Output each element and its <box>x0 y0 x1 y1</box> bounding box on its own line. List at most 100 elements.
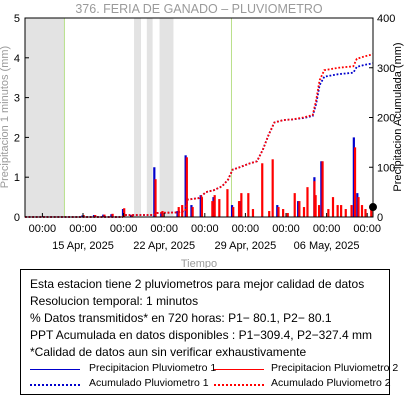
y-right-tick-label-2: 200 <box>377 113 395 125</box>
bar-p2-30 <box>302 207 306 217</box>
bar-p2-29 <box>298 201 301 217</box>
bar-p2-34 <box>317 205 321 217</box>
y-right-tick-label-0: 0 <box>377 212 383 224</box>
info-line-quality: *Calidad de datos aun sin verificar exha… <box>30 345 307 359</box>
bar-p1-8 <box>176 211 179 217</box>
y-left-tick-label-0: 0 <box>14 212 20 224</box>
bar-p1-2 <box>102 214 105 217</box>
x-tick-time-7: 00:00 <box>313 223 341 235</box>
bar-p1-16 <box>297 201 300 217</box>
x-tick-date-1: 15 Apr, 2025 <box>52 240 114 252</box>
bar-p1-12 <box>212 197 215 217</box>
bar-p2-16 <box>226 189 229 217</box>
legend-swatch-precip-p1 <box>30 369 80 370</box>
bar-p2-7 <box>161 211 164 217</box>
bar-p2-10 <box>185 157 188 217</box>
bar-p2-43 <box>357 197 360 217</box>
bar-p2-41 <box>350 205 353 217</box>
data-gap-2 <box>146 18 153 217</box>
bar-p2-23 <box>268 211 271 217</box>
bar-p1-19 <box>352 137 355 217</box>
bar-p2-45 <box>364 209 367 217</box>
bar-p2-15 <box>218 199 221 217</box>
bar-p2-20 <box>247 193 250 217</box>
bar-p1-18 <box>320 161 323 217</box>
bar-p2-17 <box>232 207 235 217</box>
x-tick-date-5: 29 Apr, 2025 <box>215 240 277 252</box>
bar-p2-4 <box>123 208 126 217</box>
cumulative-lines <box>25 53 377 218</box>
data-gap-1 <box>134 18 141 217</box>
bar-p2-33 <box>314 195 317 217</box>
x-tick-time-3: 00:00 <box>150 223 178 235</box>
bar-p1-3 <box>110 214 113 217</box>
bar-p2-28 <box>293 193 296 217</box>
bar-p2-42 <box>353 147 357 217</box>
info-line-resolution: Resolucion temporal: 1 minutos <box>30 294 199 308</box>
bar-p2-11 <box>191 207 194 217</box>
y-left-tick-label-4: 4 <box>14 53 20 65</box>
bar-p1-0 <box>81 215 84 217</box>
x-tick-time-8: 00:00 <box>353 223 381 235</box>
bar-p2-25 <box>277 207 280 217</box>
bar-p1-4 <box>121 209 125 217</box>
bar-p2-19 <box>240 193 243 217</box>
bar-p2-26 <box>282 209 285 217</box>
y-left-tick-label-3: 3 <box>14 93 20 105</box>
x-tick-time-4: 00:00 <box>191 223 219 235</box>
cumulative-line-p2 <box>25 53 374 218</box>
bar-p2-0 <box>82 215 85 217</box>
bar-p2-21 <box>251 209 255 217</box>
bar-p2-37 <box>331 197 335 217</box>
y-left-tick-label-5: 5 <box>14 13 20 25</box>
bar-p1-20 <box>356 193 359 217</box>
bar-p2-40 <box>344 209 347 217</box>
info-line-accumulated: PPT Acumulada en datos disponibles : P1−… <box>30 328 372 342</box>
bar-p2-24 <box>271 159 274 217</box>
x-tick-time-1: 00:00 <box>69 223 97 235</box>
data-gap-0 <box>25 18 65 217</box>
bar-p2-18 <box>237 201 241 217</box>
bar-p1-5 <box>130 215 133 217</box>
precipitation-chart: 0 1 2 3 4 5 0 100 200 300 400 00:00 00:00 15 Apr, 202… <box>0 2 404 268</box>
bar-p2-35 <box>321 161 324 217</box>
bar-p2-38 <box>336 205 339 217</box>
axes: 0 1 2 3 4 5 0 100 200 300 400 00:00 00:00 15 Apr, 202… <box>14 13 395 252</box>
info-line-transmitted: % Datos transmitidos* en 720 horas: P1− … <box>30 311 332 325</box>
bar-p1-1 <box>92 215 96 217</box>
x-tick-time-0: 00:00 <box>29 223 57 235</box>
legend-swatch-precip-p2 <box>214 369 264 370</box>
bar-p2-27 <box>286 213 289 217</box>
legend-label-cum-p2: Acumulado Pluviometro 2 <box>271 377 391 389</box>
chart-title: 376. FERIA DE GANADO – PLUVIOMETRO <box>75 2 323 16</box>
bar-p2-44 <box>360 205 364 217</box>
bar-p2-12 <box>200 197 204 217</box>
y-left-tick-label-1: 1 <box>14 172 20 184</box>
x-axis-label: Tiempo <box>181 258 217 268</box>
bar-p2-14 <box>213 195 216 217</box>
data-gap-3 <box>159 18 174 217</box>
legend-label-precip-p1: Precipitacion Pluviometro 1 <box>89 362 217 374</box>
y-axis-right-label: Precipitacion Acumulada (mm) <box>392 42 404 191</box>
y-axis-left-label: Precipitacion 1 minutos (mm) <box>0 46 11 188</box>
x-tick-time-5: 00:00 <box>232 223 260 235</box>
info-line-stations: Esta estacion tiene 2 pluviometros para … <box>30 277 365 291</box>
info-panel: Esta estacion tiene 2 pluviometros para … <box>20 269 398 395</box>
bar-p2-46 <box>370 209 373 217</box>
bar-p2-36 <box>327 209 330 217</box>
bar-p1-9 <box>184 155 187 217</box>
y-right-tick-label-4: 400 <box>377 13 395 25</box>
legend-label-cum-p1: Acumulado Pluviometro 1 <box>89 377 209 389</box>
precipitation-bars <box>81 137 373 217</box>
bar-p2-39 <box>340 205 343 217</box>
bar-p1-10 <box>190 205 193 217</box>
x-tick-time-6: 00:00 <box>272 223 300 235</box>
y-right-tick-label-3: 300 <box>377 63 395 75</box>
bar-p2-3 <box>111 213 114 217</box>
x-tick-date-3: 22 Apr, 2025 <box>133 240 195 252</box>
bar-p1-14 <box>239 201 242 217</box>
legend-label-precip-p2: Precipitacion Pluviometro 2 <box>271 362 399 374</box>
bar-p2-2 <box>103 214 106 217</box>
x-tick-date-7: 06 May, 2025 <box>294 240 360 252</box>
bar-p2-6 <box>154 179 157 217</box>
